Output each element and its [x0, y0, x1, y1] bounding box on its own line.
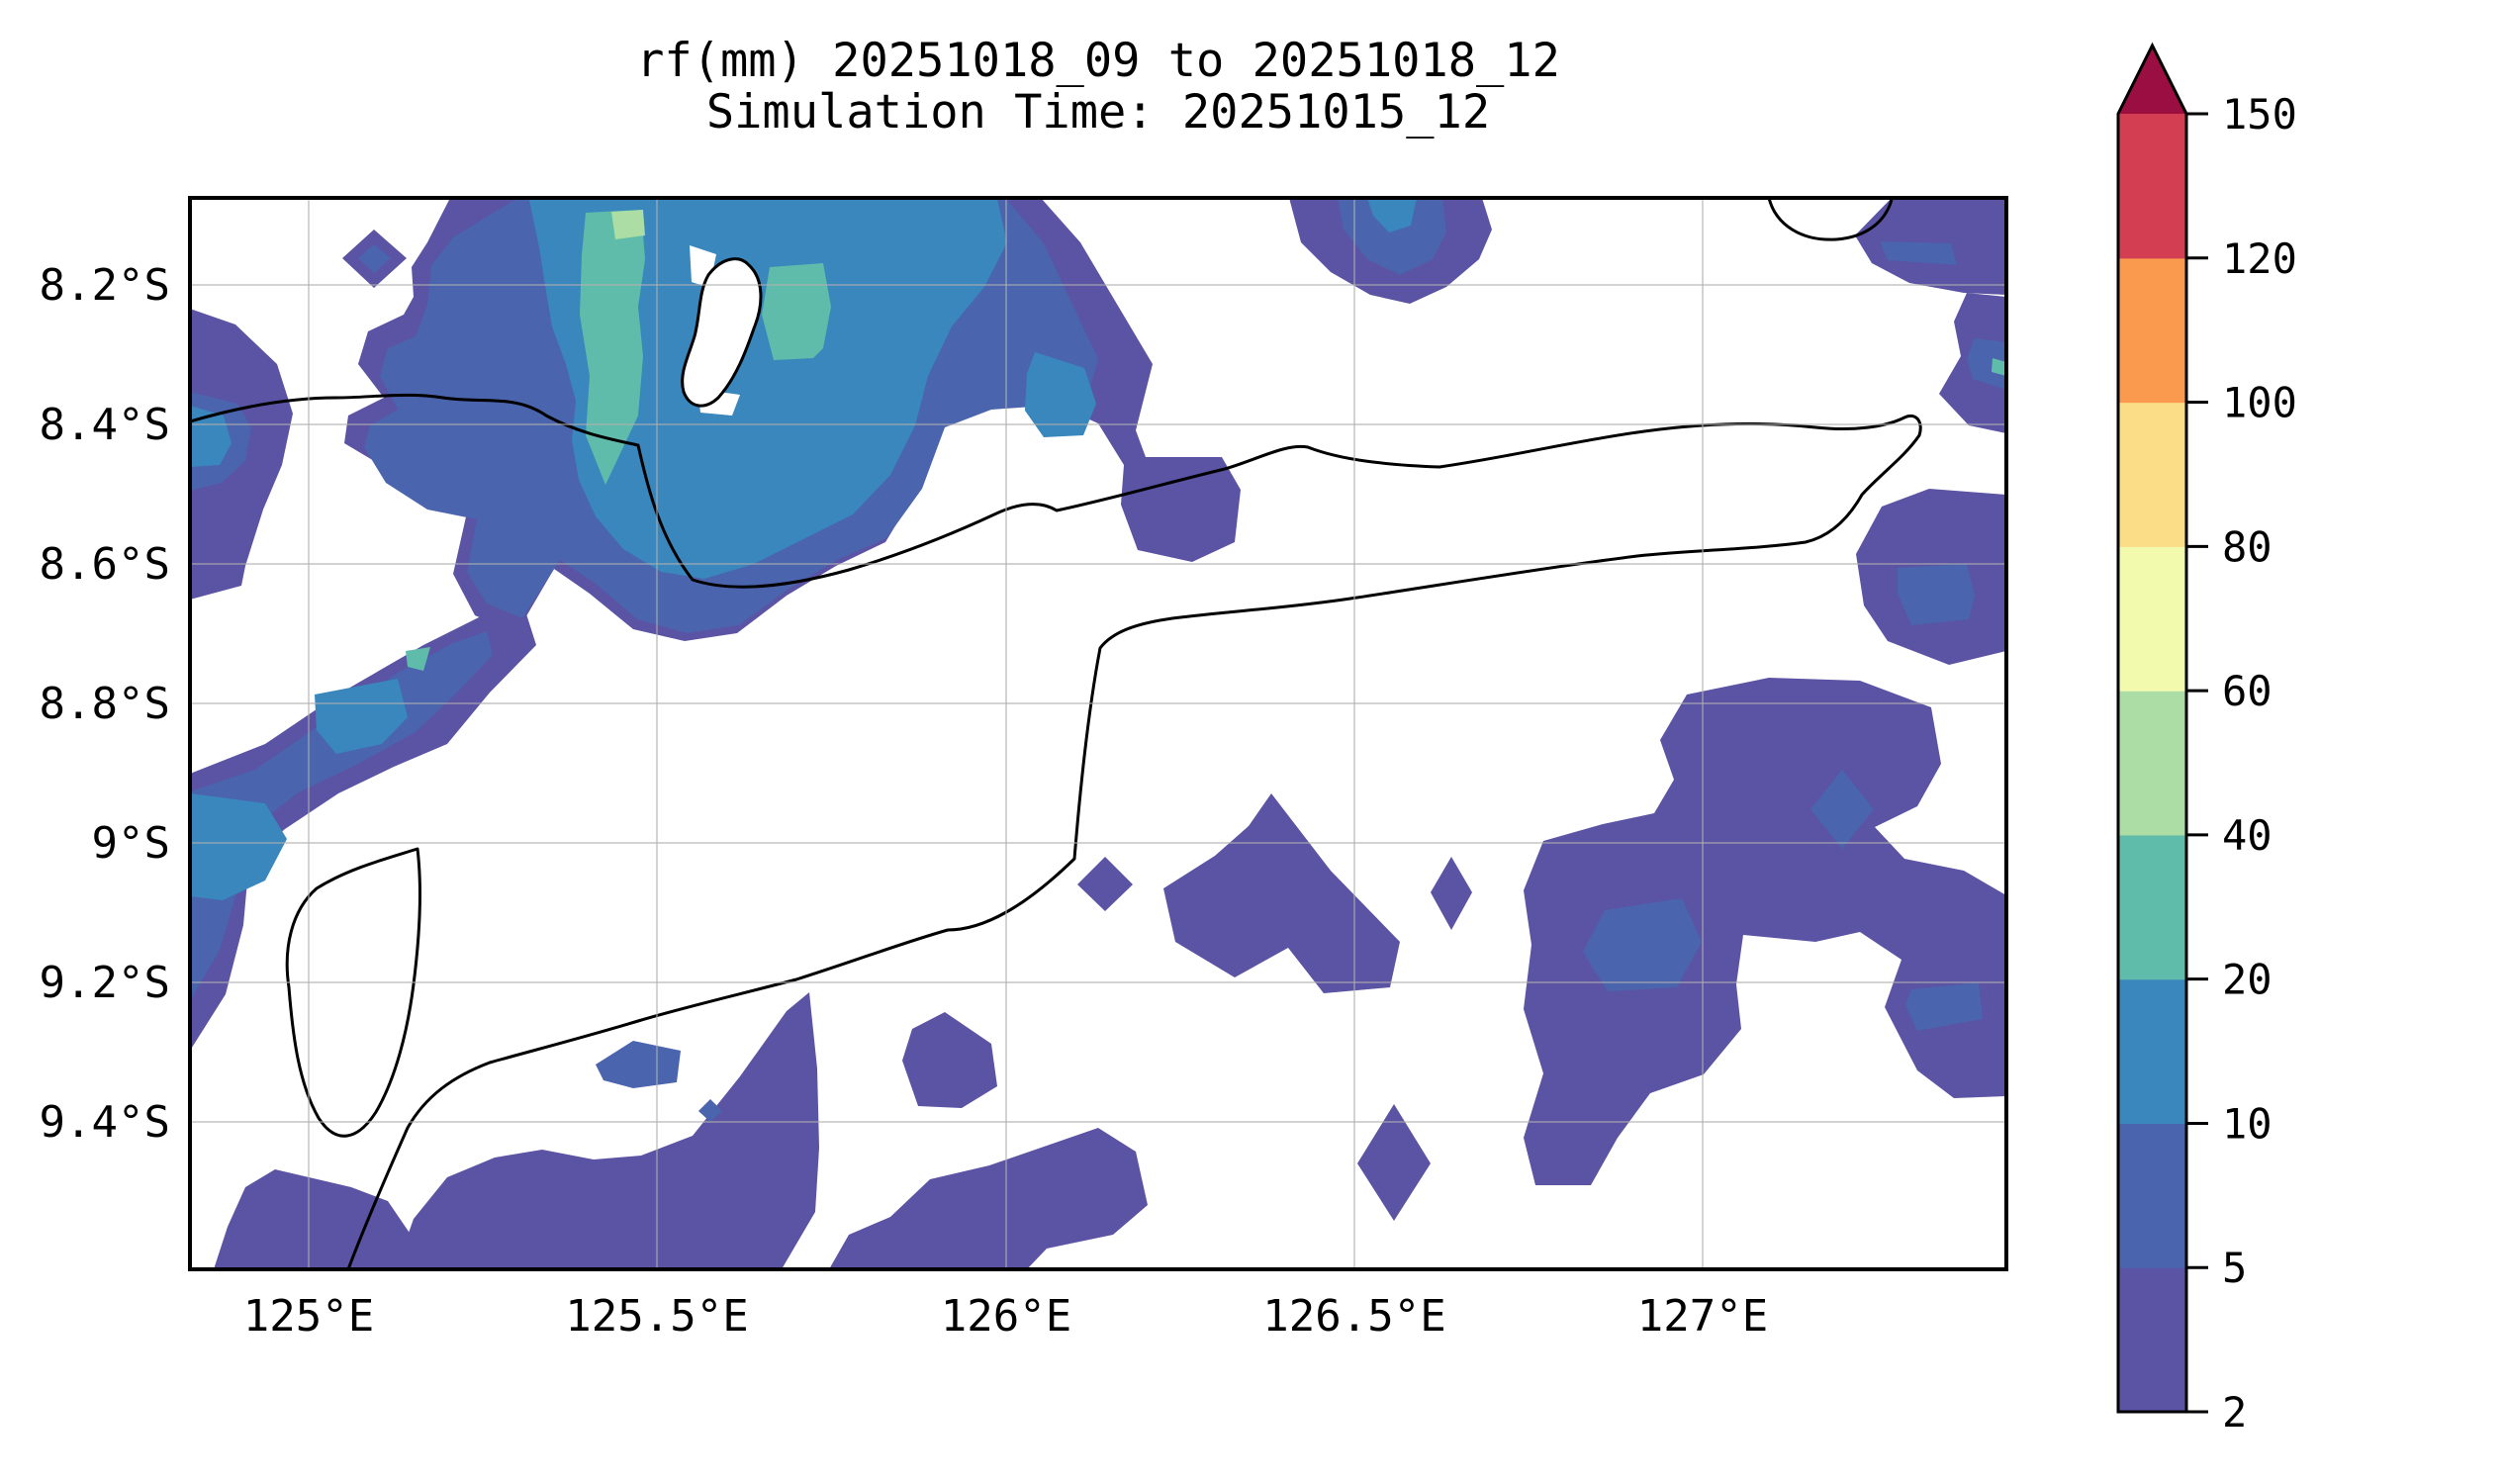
rain-2-5mm-shape	[1077, 857, 1133, 911]
colorbar-tick-label: 2	[2222, 1388, 2247, 1437]
colorbar-tick-label: 80	[2222, 522, 2272, 571]
rain-20-40mm-shape	[1992, 358, 2006, 376]
rain-2-5mm-shape	[902, 1012, 997, 1108]
y-tick-label: 8.8°S	[40, 679, 170, 729]
rain-5-10mm-shape	[596, 1041, 681, 1088]
rain-5-10mm-shape	[698, 1099, 722, 1122]
rain-2-5mm-shape	[729, 1188, 793, 1260]
rain-2-5mm-shape	[829, 1128, 1148, 1269]
rain-2-5mm-shape	[1163, 793, 1400, 993]
x-tick-label: 125.5°E	[565, 1291, 748, 1342]
colorbar-tick-label: 5	[2222, 1244, 2247, 1292]
y-tick-label: 9°S	[92, 818, 170, 869]
colorbar-extend-triangle	[2118, 46, 2186, 114]
rain-5-10mm-shape	[1583, 898, 1702, 991]
island-atauro	[681, 257, 763, 408]
rain-20-40mm-shape	[406, 647, 430, 671]
coastline-timor-shape	[1767, 198, 1894, 241]
rain-20-40mm-shape	[762, 263, 831, 360]
colorbar-segment-100-120	[2118, 257, 2186, 404]
coastline-timor	[190, 198, 1922, 1269]
map-frame	[188, 196, 2008, 1271]
colorbar-tick-label: 60	[2222, 667, 2272, 715]
graticule-gridlines	[190, 198, 2006, 1269]
rain-10-20mm-shape	[190, 406, 232, 467]
colorbar-tick-label: 120	[2222, 234, 2297, 283]
plot-title-block: rf(mm) 20251018_09 to 20251018_12 Simula…	[190, 36, 2006, 139]
rain-5-10mm-shape	[358, 244, 391, 273]
rain-40-60mm-shape	[611, 210, 645, 239]
colorbar-tick-label: 10	[2222, 1099, 2272, 1148]
rain-5-10mm-shape	[1898, 564, 1975, 625]
rain-5-10mm-shape	[1338, 198, 1446, 275]
colorbar-segment-10-20	[2118, 978, 2186, 1125]
colorbar-tick-label: 40	[2222, 811, 2272, 860]
coastline-timor-shape	[285, 847, 422, 1138]
y-axis-labels: 8.2°S 8.4°S 8.6°S 8.8°S 9°S 9.2°S 9.4°S	[40, 260, 170, 1148]
colorbar-tick-label: 150	[2222, 90, 2297, 139]
y-tick-label: 9.2°S	[40, 958, 170, 1008]
colorbar-segment-2-5	[2118, 1267, 2186, 1413]
y-tick-label: 8.6°S	[40, 539, 170, 590]
x-tick-label: 125°E	[243, 1291, 374, 1342]
y-tick-label: 8.4°S	[40, 400, 170, 450]
rain-20-40mm	[406, 210, 2006, 671]
colorbar-segment-20-40	[2118, 834, 2186, 980]
colorbar-segment-120-150	[2118, 114, 2186, 259]
map-layers	[190, 198, 2006, 1269]
plot-title: rf(mm) 20251018_09 to 20251018_12	[636, 34, 1560, 88]
rain-5-10mm-shape	[1967, 338, 2006, 390]
colorbar-outline	[2116, 42, 2188, 1414]
rain-2-5mm-shape	[1357, 1104, 1431, 1221]
colorbar-tick-label: 100	[2222, 379, 2297, 427]
rain-10-20mm-shape	[190, 793, 287, 900]
rain-2-5mm-shape	[396, 992, 819, 1269]
colorbar-segment-60-80	[2118, 546, 2186, 692]
y-tick-label: 9.4°S	[40, 1097, 170, 1148]
y-tick-label: 8.2°S	[40, 260, 170, 311]
colorbar-tick-label: 20	[2222, 956, 2272, 1004]
x-axis-labels: 125°E 125.5°E 126°E 126.5°E 127°E	[243, 1291, 1768, 1342]
coastline-timor-shape	[190, 393, 1922, 1269]
colorbar-segment-40-60	[2118, 691, 2186, 836]
rain-40-60mm	[611, 210, 645, 239]
plot-subtitle: Simulation Time: 20251015_12	[705, 85, 1491, 139]
rain-5-10mm-shape	[1905, 982, 1983, 1031]
island-atauro-shape	[681, 257, 763, 408]
rain-2-5mm-shape	[214, 1169, 417, 1269]
rain-2-5mm-shape	[190, 602, 536, 1051]
rain-2-5mm-shape	[1431, 857, 1472, 930]
colorbar-segment-80-100	[2118, 402, 2186, 547]
rain-5-10mm-shape	[1880, 241, 1957, 265]
colorbar-segment-5-10	[2118, 1123, 2186, 1268]
rain-10-20mm-shape	[1367, 198, 1417, 232]
rain-10-20mm-shape	[1025, 352, 1096, 437]
rain-5-10mm-shape	[1810, 770, 1874, 849]
colorbar: 2 5 10 20 40 60 80 100 120 150	[2116, 42, 2297, 1437]
rain-20-40mm-shape	[580, 210, 645, 485]
x-tick-label: 127°E	[1637, 1291, 1768, 1342]
x-tick-label: 126°E	[941, 1291, 1071, 1342]
rain-5-10mm-shape	[190, 631, 493, 1001]
colorbar-ticks: 2 5 10 20 40 60 80 100 120 150	[2186, 90, 2297, 1437]
rain-10-20mm-shape	[315, 679, 408, 754]
rain-2-5mm-shape	[1524, 678, 2006, 1185]
x-tick-label: 126.5°E	[1262, 1291, 1445, 1342]
